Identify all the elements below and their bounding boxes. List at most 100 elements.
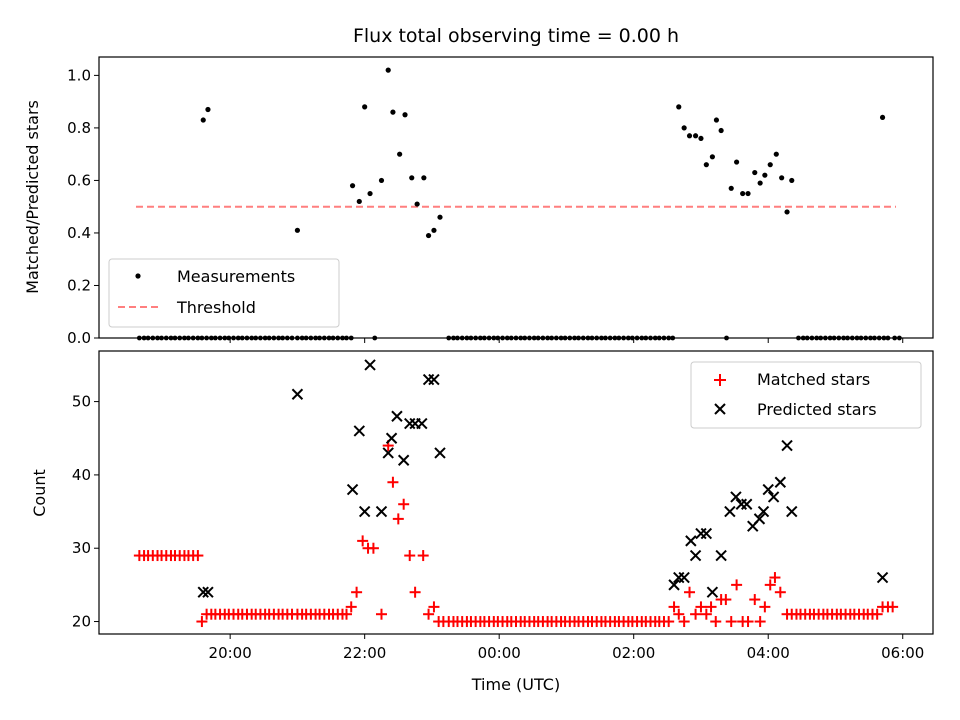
measurement-point <box>734 159 740 165</box>
measurement-point <box>540 335 546 341</box>
matched-star-point <box>731 579 743 591</box>
predicted-star-point <box>202 586 214 598</box>
measurement-point <box>594 335 600 341</box>
predicted-star-point <box>382 447 394 459</box>
count-y-ticks: 20 30 40 50 <box>72 393 99 631</box>
measurement-point <box>190 335 196 341</box>
count-legend: Matched stars Predicted stars <box>690 361 922 429</box>
measurement-point <box>231 335 236 341</box>
measurement-point <box>159 335 164 341</box>
measurement-point <box>195 335 201 341</box>
measurement-point <box>455 335 460 341</box>
measurement-point <box>745 190 751 197</box>
measurement-point <box>585 335 591 341</box>
measurement-point <box>879 114 886 121</box>
measurement-point <box>385 67 391 73</box>
predicted-star-point <box>358 505 371 518</box>
measurement-point <box>527 335 532 341</box>
measurement-point <box>522 335 528 341</box>
measurement-point <box>612 335 618 341</box>
x-tick-label: 02:00 <box>612 644 655 662</box>
measurement-point <box>468 335 474 341</box>
measurement-point <box>784 209 790 215</box>
y-tick-label: 0.6 <box>67 171 91 189</box>
matched-star-point <box>710 616 722 628</box>
measurement-point <box>335 335 341 341</box>
measurement-point <box>625 335 631 341</box>
measurement-point <box>217 335 223 341</box>
measurement-point <box>402 112 408 118</box>
measurement-point <box>709 154 715 160</box>
measurement-point <box>656 335 662 341</box>
measurement-point <box>562 335 568 341</box>
count-legend-box <box>690 361 922 429</box>
measurement-point <box>814 335 820 341</box>
predicted-star-point <box>422 373 435 386</box>
measurement-point <box>186 335 191 341</box>
predicted-star-point <box>730 491 742 503</box>
matched-star-point <box>196 616 208 628</box>
measurement-point <box>249 335 255 341</box>
measurement-point <box>182 335 187 341</box>
measurement-point <box>244 335 250 341</box>
matched-star-point <box>695 601 707 613</box>
measurement-point <box>299 335 305 341</box>
predicted-star-point <box>364 359 376 371</box>
measurement-point <box>513 335 519 341</box>
measurement-point <box>567 335 573 341</box>
measurement-point <box>681 125 687 131</box>
measurement-point <box>356 198 362 205</box>
matched-star-point <box>341 608 353 620</box>
measurement-point <box>508 335 514 341</box>
matched-star-point <box>428 601 440 613</box>
predicted-star-point <box>416 417 428 430</box>
matched-star-point <box>678 616 690 628</box>
matched-star-point <box>871 608 883 620</box>
measurement-point <box>200 117 206 123</box>
predicted-star-point <box>740 498 753 510</box>
measurement-point <box>545 335 551 341</box>
matched-star-point <box>720 594 732 606</box>
predicted-star-point <box>291 388 304 400</box>
matched-star-point <box>398 498 410 510</box>
predicted-star-point <box>757 505 770 518</box>
matched-star-point <box>700 608 712 620</box>
measurement-point <box>204 335 210 341</box>
measurement-point <box>491 335 497 341</box>
measurement-point <box>421 175 427 181</box>
predicted-star-point <box>735 498 748 510</box>
measurement-point <box>344 335 349 341</box>
measurement-point <box>896 335 902 341</box>
measurement-point <box>789 177 795 184</box>
measurement-point <box>372 335 378 341</box>
predicted-star-point <box>678 571 690 584</box>
measurement-point <box>836 335 842 341</box>
measurement-point <box>698 135 704 142</box>
matched-star-point <box>684 586 696 598</box>
measurement-point <box>486 335 492 341</box>
predicted-stars-points <box>197 359 889 598</box>
matched-stars-points <box>133 440 899 628</box>
ratio-legend-box <box>108 258 340 328</box>
measurement-point <box>804 335 810 341</box>
measurement-point <box>773 151 779 157</box>
measurement-point <box>199 335 205 341</box>
measurement-point <box>553 335 559 341</box>
y-tick-label: 0.8 <box>67 119 91 137</box>
count-x-ticks: 20:00 22:00 00:00 02:00 04:00 06:00 <box>209 634 924 662</box>
predicted-star-point <box>695 527 707 540</box>
matched-star-point <box>404 550 416 562</box>
ratio-x-ticks <box>229 338 904 343</box>
measurement-point <box>703 162 709 168</box>
measurement-point <box>822 335 828 341</box>
matched-star-point <box>192 550 204 562</box>
measurement-point <box>172 335 178 341</box>
predicted-star-point <box>781 439 793 452</box>
measurement-point <box>271 335 277 341</box>
measurement-point <box>639 335 645 341</box>
matched-star-point <box>357 535 369 547</box>
ratio-panel: 0.0 0.2 0.4 0.6 0.8 1.0 Matched/Predicted sta… <box>23 56 934 347</box>
measurement-point <box>621 335 627 341</box>
x-tick-label: 22:00 <box>343 644 386 662</box>
